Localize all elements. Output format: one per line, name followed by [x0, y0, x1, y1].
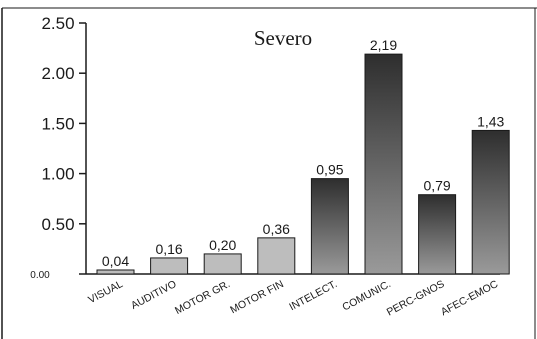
bar-value-label: 0,79 [423, 178, 450, 194]
bar [150, 257, 189, 275]
x-category-label: AFEC-EMOC [439, 278, 501, 318]
x-category-label: INTELECT. [287, 278, 339, 313]
y-tick-label: 2.00 [41, 64, 74, 83]
bars [96, 53, 510, 275]
x-category-label: VISUAL [86, 278, 125, 306]
bar [310, 178, 349, 275]
y-tick-label: 0.50 [41, 215, 74, 234]
chart-title: Severo [254, 26, 312, 50]
bar-value-label: 0,16 [155, 241, 182, 257]
bar-value-label: 1,43 [477, 113, 504, 129]
bar [96, 269, 135, 275]
bar-value-label: 0,20 [209, 237, 236, 253]
bar [418, 194, 457, 275]
bar [364, 53, 403, 275]
x-category-label: PERC-GNOS [385, 278, 447, 318]
x-category-label: MOTOR GR. [173, 278, 232, 317]
bar [257, 237, 296, 275]
bar-value-label: 0,95 [316, 162, 343, 178]
y-tick-label: 1.00 [41, 165, 74, 184]
y-tick-label: 1.50 [41, 114, 74, 133]
bar [471, 129, 510, 275]
y-tick-label: 2.50 [41, 14, 74, 33]
bar-value-label: 2,19 [370, 37, 397, 53]
y-tick-label: 0.00 [30, 270, 50, 281]
bar [203, 253, 242, 275]
bar-value-label: 0,04 [102, 253, 129, 269]
bar-value-label: 0,36 [263, 221, 290, 237]
x-category-label: MOTOR FIN [228, 278, 285, 316]
x-category-label: AUDITIVO [129, 278, 178, 312]
